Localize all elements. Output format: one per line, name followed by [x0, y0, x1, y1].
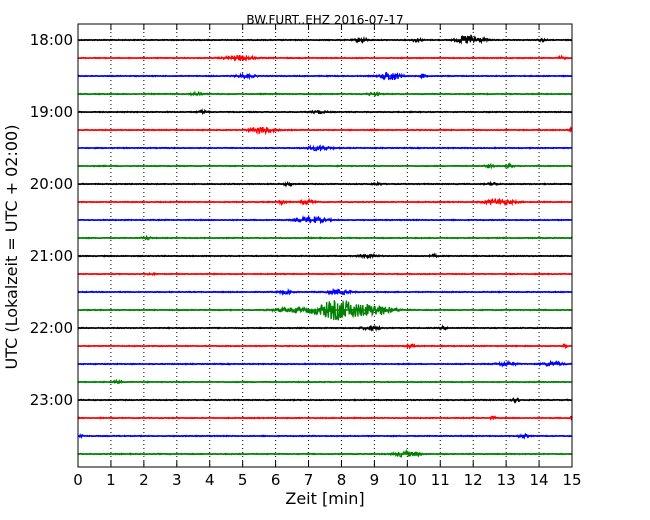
- x-tick-label: 0: [73, 471, 83, 489]
- trace-1800: [77, 34, 573, 45]
- y-tick-label: 19:00: [30, 103, 73, 121]
- y-tick-label: 20:00: [30, 175, 73, 193]
- x-tick-label: 13: [497, 471, 516, 489]
- y-axis-ticks: 18:00 19:00 20:00 21:00 22:00 23:00: [30, 31, 572, 409]
- y-tick-label: 22:00: [30, 319, 73, 337]
- x-tick-label: 3: [172, 471, 182, 489]
- seismic-traces: [77, 34, 573, 458]
- x-tick-label: 2: [139, 471, 149, 489]
- x-tick-label: 8: [337, 471, 347, 489]
- plot-frame: [77, 23, 573, 468]
- x-tick-label: 6: [271, 471, 281, 489]
- y-tick-label: 23:00: [30, 391, 73, 409]
- x-tick-label: 15: [562, 471, 581, 489]
- x-tick-label: 7: [304, 471, 314, 489]
- y-axis-label: UTC (Lokalzeit = UTC + 02:00): [2, 125, 21, 370]
- x-axis-ticks: 0 1 2 3 4 5 6 7 8 9 10 11 12 13 14 15: [73, 24, 582, 489]
- x-tick-label: 10: [398, 471, 417, 489]
- chart-title: BW.FURT..EHZ 2016-07-17: [246, 13, 403, 27]
- x-tick-label: 14: [530, 471, 549, 489]
- y-tick-label: 18:00: [30, 31, 73, 49]
- y-tick-label: 21:00: [30, 247, 73, 265]
- x-tick-label: 11: [431, 471, 450, 489]
- x-tick-label: 1: [106, 471, 116, 489]
- x-tick-label: 9: [370, 471, 380, 489]
- x-axis-label: Zeit [min]: [285, 489, 364, 508]
- x-tick-label: 12: [464, 471, 483, 489]
- x-tick-label: 4: [205, 471, 215, 489]
- x-tick-label: 5: [238, 471, 248, 489]
